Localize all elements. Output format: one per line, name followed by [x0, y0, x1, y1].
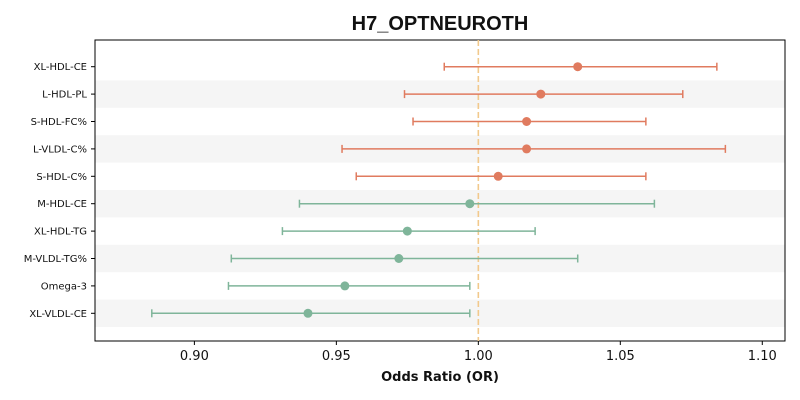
row-xl-hdl-ce [443, 62, 718, 72]
data-rows [151, 62, 727, 318]
row-xl-vldl-ce [151, 308, 471, 318]
row-s-hdl-fc- [412, 117, 647, 126]
row-omega-3 [227, 281, 471, 291]
y-tick-label: Omega-3 [41, 281, 87, 292]
or-point [522, 144, 532, 154]
x-tick-label: 0.95 [322, 349, 351, 364]
y-tick-label: M-HDL-CE [37, 199, 87, 210]
row-m-vldl-tg- [230, 254, 579, 263]
y-tick-label: S-HDL-FC% [31, 117, 87, 128]
x-axis: 0.90 0.95 1.00 1.05 1.10 [180, 341, 777, 364]
plot-area-frame [94, 39, 786, 342]
y-axis: XL-HDL-CE L-HDL-PL S-HDL-FC% L-VLDL-C% S-HDL… [24, 62, 95, 320]
row-l-vldl-c- [341, 144, 727, 154]
or-point [402, 226, 412, 236]
y-tick-label: M-VLDL-TG% [24, 254, 87, 265]
y-tick-label: XL-HDL-TG [34, 227, 87, 238]
or-point [522, 117, 532, 126]
x-tick-label: 1.05 [606, 349, 635, 364]
row-l-hdl-pl [403, 89, 684, 99]
or-point [394, 254, 404, 263]
row-s-hdl-c- [355, 171, 647, 181]
x-tick-label: 1.00 [464, 349, 493, 364]
chart-title: H7_OPTNEUROTH [352, 13, 529, 35]
y-tick-label: L-HDL-PL [42, 90, 87, 101]
x-axis-label: Odds Ratio (OR) [381, 370, 499, 385]
y-tick-label: S-HDL-C% [36, 172, 87, 183]
row-xl-hdl-tg [281, 226, 536, 236]
y-tick-label: XL-VLDL-CE [29, 309, 87, 320]
or-point [465, 199, 475, 209]
or-point [573, 62, 583, 72]
y-tick-label: L-VLDL-C% [33, 144, 87, 155]
or-point [493, 171, 503, 181]
y-tick-label: XL-HDL-CE [34, 62, 87, 73]
row-m-hdl-ce [298, 199, 656, 209]
x-tick-label: 0.90 [180, 349, 209, 364]
x-tick-label: 1.10 [748, 349, 777, 364]
or-point [340, 281, 350, 291]
or-point [536, 89, 546, 99]
or-point [303, 308, 313, 318]
